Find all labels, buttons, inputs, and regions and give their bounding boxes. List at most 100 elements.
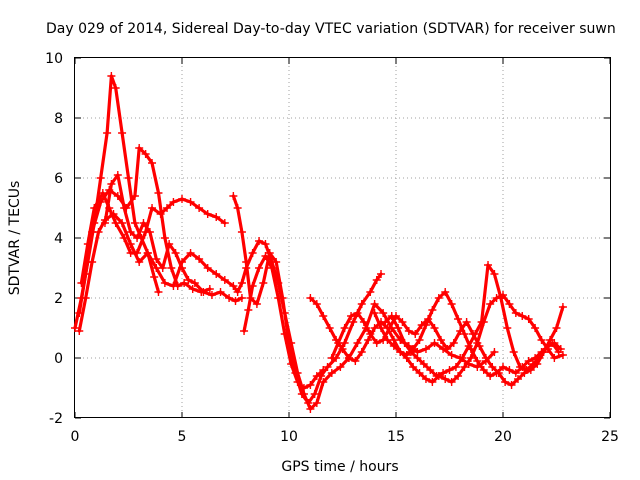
data-point <box>383 336 392 344</box>
data-point <box>475 342 484 350</box>
data-point <box>513 375 522 383</box>
data-point <box>531 324 540 332</box>
data-point <box>552 324 561 332</box>
data-point <box>421 345 430 353</box>
data-point <box>178 258 186 266</box>
data-point <box>505 366 514 374</box>
data-point <box>319 312 328 320</box>
data-point <box>148 159 157 167</box>
data-point <box>535 354 544 362</box>
data-point <box>323 363 332 371</box>
y-tick-label: 8 <box>54 111 63 127</box>
data-point <box>169 198 178 206</box>
data-point <box>490 348 499 356</box>
data-point <box>366 330 375 338</box>
data-point <box>96 198 105 206</box>
data-point <box>154 189 163 197</box>
data-point <box>460 363 469 371</box>
data-point <box>154 288 163 296</box>
data-point <box>486 372 495 380</box>
y-tick-label: 10 <box>45 51 63 67</box>
data-point <box>479 366 488 374</box>
data-point <box>344 354 353 362</box>
data-point <box>349 318 358 326</box>
data-point <box>186 198 195 206</box>
data-point <box>524 357 533 365</box>
series-track-3 <box>75 144 214 317</box>
data-point <box>237 228 246 236</box>
data-point <box>190 279 199 287</box>
data-point <box>233 204 242 212</box>
data-point <box>261 252 270 260</box>
data-point <box>377 270 386 278</box>
data-point <box>434 294 443 302</box>
data-point <box>396 348 405 356</box>
data-point <box>353 309 362 317</box>
plot-frame <box>74 57 611 418</box>
data-point <box>124 174 133 182</box>
data-point <box>71 324 79 332</box>
data-point <box>150 273 159 281</box>
data-point <box>216 288 225 296</box>
data-point <box>237 279 246 287</box>
data-point <box>441 375 450 383</box>
data-point <box>167 264 176 272</box>
data-point <box>207 291 216 299</box>
data-point <box>248 282 257 290</box>
series-layer <box>71 72 567 413</box>
data-point <box>404 327 413 335</box>
data-point <box>421 375 430 383</box>
y-tick-label: 2 <box>54 291 63 307</box>
data-point <box>107 180 116 188</box>
x-tick-label: 20 <box>494 429 512 445</box>
data-point <box>267 264 276 272</box>
data-point <box>319 366 328 374</box>
series-line <box>231 194 383 405</box>
data-point <box>152 255 161 263</box>
data-point <box>120 204 129 212</box>
data-point <box>231 297 240 305</box>
data-point <box>180 279 189 287</box>
data-point <box>259 279 268 287</box>
data-point <box>357 300 366 308</box>
chart-title: Day 029 of 2014, Sidereal Day-to-day VTE… <box>46 21 616 37</box>
data-point <box>443 345 452 353</box>
data-point <box>351 357 360 365</box>
data-point <box>252 300 261 308</box>
data-point <box>366 288 375 296</box>
data-point <box>359 318 368 326</box>
data-point <box>336 363 345 371</box>
data-point <box>272 258 281 266</box>
data-point <box>398 318 407 326</box>
data-point <box>432 372 441 380</box>
x-tick-label: 10 <box>280 429 298 445</box>
data-point <box>558 351 567 359</box>
data-point <box>242 258 251 266</box>
data-point <box>195 204 204 212</box>
data-point <box>261 240 270 248</box>
x-tick-label: 15 <box>387 429 405 445</box>
data-point <box>490 270 499 278</box>
data-point <box>248 249 257 257</box>
data-point <box>312 372 321 380</box>
data-point <box>118 129 127 137</box>
data-point <box>518 312 527 320</box>
data-point <box>306 381 315 389</box>
data-point <box>255 264 264 272</box>
data-point <box>484 261 493 269</box>
data-point <box>379 309 388 317</box>
data-point <box>428 378 437 386</box>
data-point <box>447 378 456 386</box>
data-point <box>496 294 505 302</box>
series-track-9 <box>327 303 567 389</box>
data-point <box>394 324 403 332</box>
data-point <box>481 354 490 362</box>
data-point <box>178 195 186 203</box>
data-point <box>357 348 366 356</box>
data-point <box>471 330 480 338</box>
data-point <box>454 372 463 380</box>
data-point <box>430 339 439 347</box>
data-point <box>233 288 242 296</box>
y-tick-label: 0 <box>54 351 63 367</box>
